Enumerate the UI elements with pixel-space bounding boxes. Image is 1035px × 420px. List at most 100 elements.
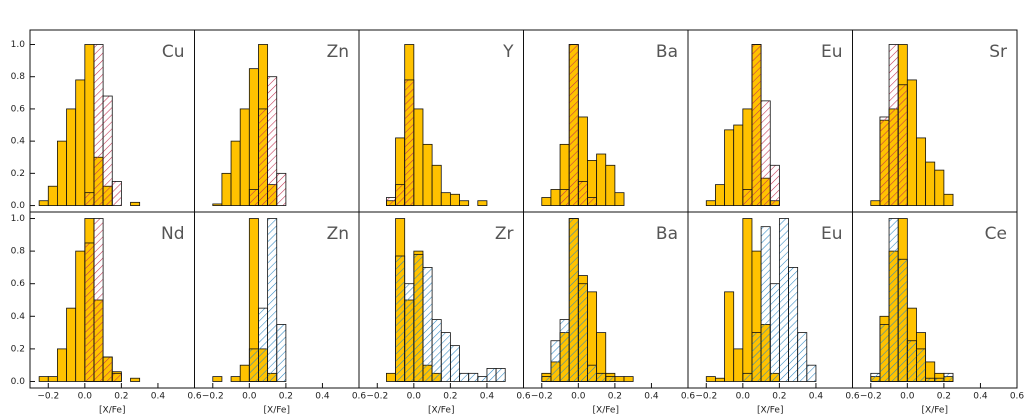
histogram-bar [906, 340, 917, 382]
histogram-bar [267, 76, 278, 206]
histogram-bar [57, 140, 67, 206]
panel-label: Ba [656, 224, 678, 244]
panel-label: Sr [989, 42, 1007, 62]
histogram-bar [38, 200, 49, 206]
histogram-bar [276, 324, 287, 382]
y-tick-label: 1.0 [11, 40, 26, 50]
histogram-bar [395, 255, 406, 382]
histogram-bar [705, 376, 716, 382]
histogram-bar [550, 340, 561, 382]
histogram-bar [733, 348, 744, 382]
histogram-bar [486, 368, 497, 382]
histogram-bar [715, 377, 725, 382]
panel-label: Y [502, 42, 514, 62]
histogram-bar [422, 143, 433, 206]
histogram-bar [431, 319, 442, 382]
histogram-bar [212, 203, 223, 206]
y-tick-label: 0.6 [11, 104, 26, 114]
histogram-bar [459, 200, 470, 206]
x-tick-label: −0.2 [695, 392, 717, 402]
histogram-bar [742, 372, 753, 382]
histogram-bar [605, 164, 616, 206]
histogram-bar [93, 218, 104, 382]
histogram-bar [623, 376, 634, 382]
panel-label: Cu [162, 42, 185, 62]
histogram-bar [568, 44, 579, 206]
histogram-bar [596, 372, 607, 382]
x-tick-label: 0.2 [608, 392, 622, 402]
panel-frame [852, 211, 1018, 389]
histogram-bar [742, 189, 753, 206]
histogram-bar [459, 372, 470, 382]
histogram-bar [888, 44, 899, 206]
y-tick-label: 0.0 [11, 377, 26, 387]
histogram-bar [769, 164, 780, 206]
x-axis-label: [X/Fe] [922, 406, 948, 416]
x-tick-label: −0.2 [202, 392, 224, 402]
histogram-bar [495, 368, 506, 382]
histogram-bar [916, 348, 927, 382]
x-tick-label: 0.4 [973, 392, 988, 402]
histogram-bar [733, 124, 744, 206]
histogram-bar [897, 258, 908, 382]
histogram-bar [550, 189, 561, 206]
histogram-bar [239, 364, 250, 382]
histogram-bar [541, 376, 552, 382]
histogram-bar [541, 197, 552, 206]
panel-label: Ba [656, 42, 678, 62]
histogram-bar [102, 356, 113, 382]
histogram-bar [75, 79, 86, 206]
x-axis-label: [X/Fe] [99, 406, 125, 416]
histogram-bar [84, 44, 95, 206]
y-tick-label: 0.8 [11, 72, 26, 82]
histogram-bar [477, 376, 488, 382]
histogram-bar [742, 218, 753, 382]
histogram-bar [413, 253, 424, 382]
histogram-bar [212, 376, 223, 382]
histogram-bar [248, 189, 259, 206]
histogram-bar [130, 201, 141, 206]
x-axis-label: [X/Fe] [428, 406, 454, 416]
histogram-bar [395, 184, 406, 206]
histogram-bar [888, 218, 899, 382]
histogram-bar [386, 197, 396, 206]
histogram-bar [66, 307, 77, 382]
histogram-bar [605, 376, 616, 382]
x-tick-label: 0.6 [845, 392, 860, 402]
panel-label: Ce [985, 224, 1007, 244]
x-tick-label: 0.0 [407, 392, 422, 402]
x-axis-label: [X/Fe] [593, 406, 619, 416]
x-tick-label: 0.0 [242, 392, 257, 402]
panel-label: Nd [161, 224, 185, 244]
histogram-bar [66, 108, 77, 206]
histogram-bar [943, 193, 954, 206]
x-tick-label: −0.2 [860, 392, 882, 402]
histogram-bar [587, 364, 598, 382]
x-tick-label: 0.4 [151, 392, 166, 402]
histogram-bar [705, 200, 716, 206]
histogram-bar [568, 218, 579, 382]
histogram-bar [221, 172, 232, 206]
histogram-bar [587, 197, 598, 206]
y-tick-label: 0.2 [11, 169, 25, 179]
histogram-bar [769, 283, 780, 382]
histogram-bar [879, 116, 890, 206]
y-tick-label: 0.0 [11, 201, 26, 211]
y-tick-label: 0.6 [11, 279, 26, 289]
histogram-bar [778, 218, 789, 382]
x-tick-label: 0.2 [937, 392, 951, 402]
histogram-bar [422, 267, 433, 382]
histogram-bar [230, 376, 241, 382]
histogram-bar [47, 185, 58, 206]
histogram-bar [413, 108, 424, 206]
x-tick-label: −0.2 [531, 392, 553, 402]
histogram-bar [870, 372, 881, 382]
x-tick-label: 0.0 [571, 392, 586, 402]
histogram-bar [386, 372, 396, 382]
x-tick-label: 0.0 [78, 392, 93, 402]
histogram-bar [75, 250, 86, 382]
histogram-bar [440, 192, 451, 206]
histogram-bar [870, 200, 881, 206]
histogram-bar [760, 226, 771, 382]
histogram-bar [267, 218, 278, 382]
